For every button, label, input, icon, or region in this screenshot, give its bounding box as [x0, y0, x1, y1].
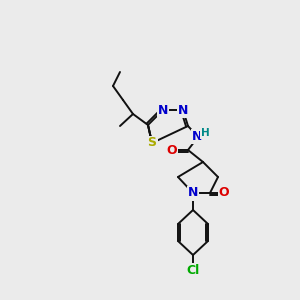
Text: N: N	[188, 187, 198, 200]
Text: S: S	[148, 136, 157, 149]
Text: O: O	[219, 187, 229, 200]
Text: O: O	[167, 143, 177, 157]
Text: N: N	[178, 103, 188, 116]
Text: N: N	[158, 103, 168, 116]
Text: Cl: Cl	[186, 263, 200, 277]
Text: H: H	[201, 128, 209, 138]
Text: N: N	[192, 130, 202, 142]
